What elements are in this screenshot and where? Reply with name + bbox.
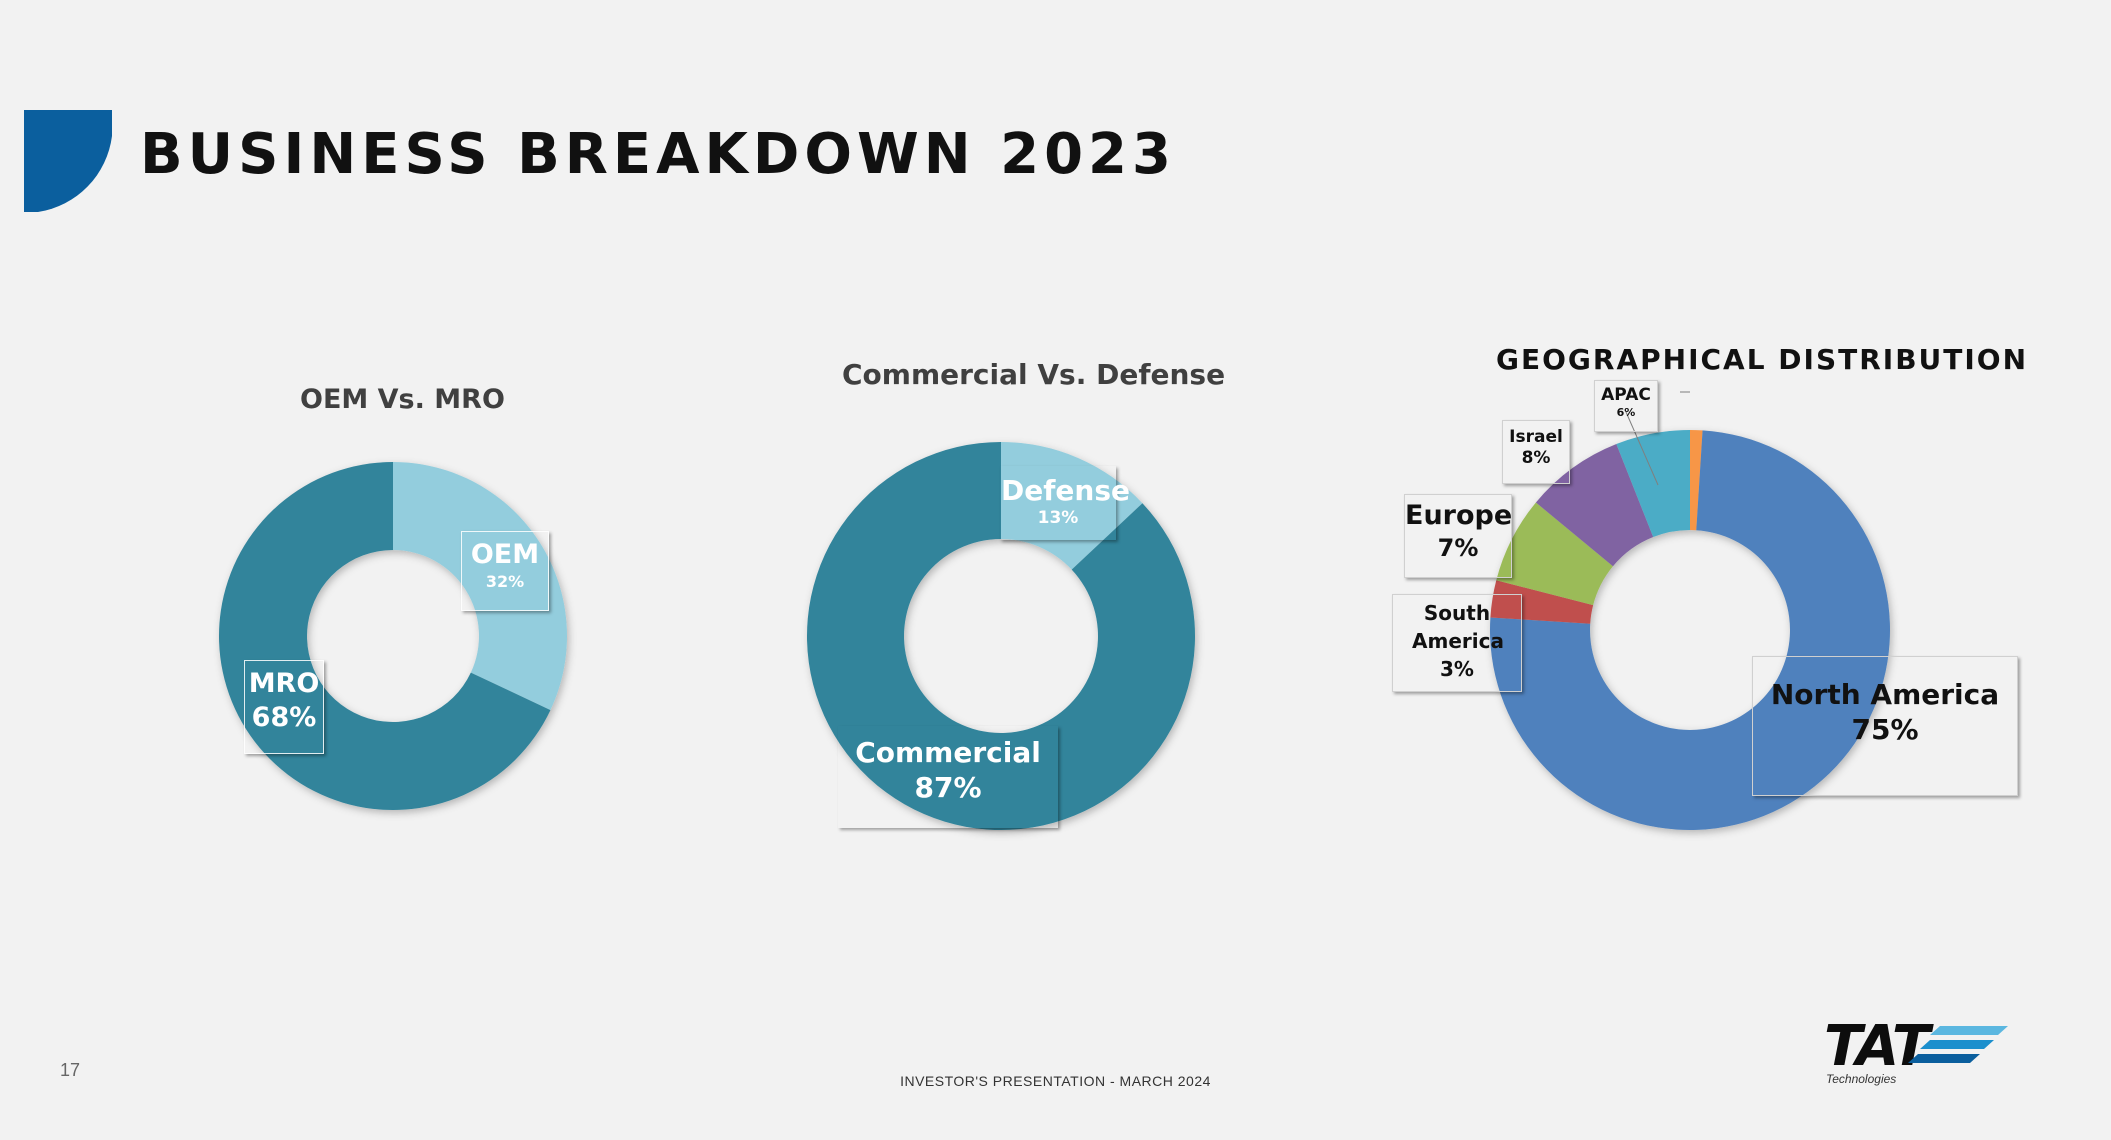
label-mro-name: MRO [248, 668, 320, 699]
corner-accent-shape [24, 110, 112, 212]
chart-title-commercial-defense: Commercial Vs. Defense [842, 358, 1226, 391]
label-israel-value: 8% [1521, 448, 1551, 469]
data-label-europe: Europe 7% [1404, 494, 1512, 578]
label-defense-name: Defense [1001, 474, 1130, 507]
label-north-america-value: 75% [1851, 713, 1919, 746]
data-label-commercial: Commercial 87% [838, 726, 1058, 828]
slide-title: BUSINESS BREAKDOWN 2023 [140, 122, 1176, 187]
data-label-israel: Israel 8% [1502, 420, 1570, 484]
data-label-defense: Defense 13% [1000, 466, 1130, 540]
slice-europe [1496, 502, 1613, 606]
slice-other [1690, 430, 1703, 531]
slice-north-america [1490, 430, 1890, 830]
label-commercial-value: 87% [914, 771, 982, 804]
data-label-apac: APAC 6% [1594, 380, 1658, 432]
slice-israel [1535, 444, 1654, 567]
label-apac-name: APAC [1601, 385, 1651, 405]
logo-wordmark: TAT [1824, 1014, 1930, 1079]
slice-defense [1001, 442, 1143, 570]
slice-mro [219, 462, 551, 810]
data-label-mro: MRO 68% [244, 660, 324, 754]
label-commercial-name: Commercial [855, 736, 1041, 769]
label-oem-name: OEM [470, 539, 540, 570]
label-north-america-name: North America [1770, 678, 2000, 711]
label-south-america-value: 3% [1440, 657, 1474, 681]
label-oem-value: 32% [485, 571, 525, 591]
slice-commercial [807, 442, 1195, 830]
page-number: 17 [60, 1060, 81, 1080]
leader-lines [1625, 391, 1690, 486]
chart-title-geographical: GEOGRAPHICAL DISTRIBUTION [1496, 343, 2029, 376]
donut-geographical [1490, 430, 1890, 830]
donut-commercial-defense [807, 442, 1195, 830]
slice-oem [393, 462, 567, 711]
slice-south-america [1490, 580, 1594, 624]
label-mro-value: 68% [251, 701, 317, 733]
footer-text: INVESTOR'S PRESENTATION - MARCH 2024 [900, 1073, 1211, 1089]
label-apac-value: 6% [1616, 406, 1636, 420]
data-label-oem: OEM 32% [461, 531, 549, 611]
logo-subtitle: Technologies [1826, 1072, 1897, 1086]
label-israel-name: Israel [1509, 427, 1563, 447]
data-label-south-america: South America 3% [1392, 594, 1522, 692]
label-europe-value: 7% [1437, 533, 1479, 562]
donut-oem-mro [219, 462, 567, 810]
leader-line-apac [1625, 411, 1659, 486]
chart-title-oem-mro: OEM Vs. MRO [300, 384, 505, 415]
label-defense-value: 13% [1037, 508, 1079, 528]
label-europe-name: Europe [1405, 500, 1513, 531]
slice-apac [1616, 430, 1690, 538]
data-label-north-america: North America 75% [1752, 656, 2018, 796]
label-south-america-name: South America [1412, 601, 1504, 653]
